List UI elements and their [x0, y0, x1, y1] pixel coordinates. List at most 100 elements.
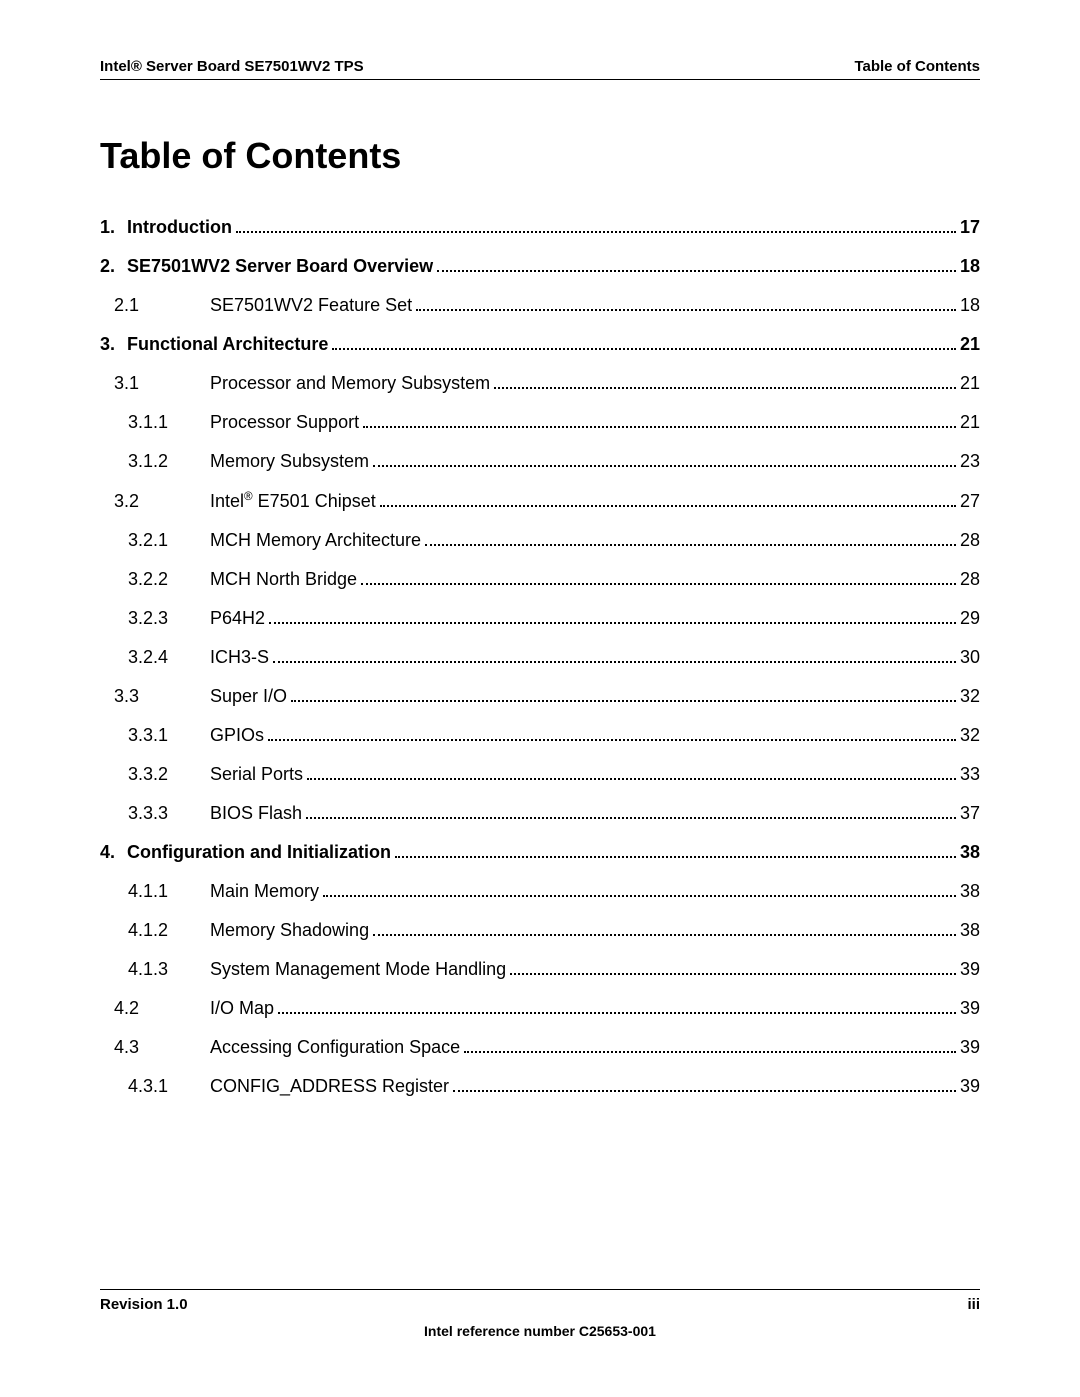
toc-entry: 3.3Super I/O 32 [100, 686, 980, 707]
page-title: Table of Contents [100, 135, 980, 177]
toc-leader-dots [425, 544, 956, 546]
toc-entry: 4. Configuration and Initialization 38 [100, 842, 980, 863]
toc-page: 21 [960, 373, 980, 394]
toc-title: ICH3-S [210, 647, 269, 668]
table-of-contents: 1. Introduction 17 2. SE7501WV2 Server Board… [100, 217, 980, 1097]
toc-title: CONFIG_ADDRESS Register [210, 1076, 449, 1097]
footer-page-number: iii [967, 1296, 980, 1313]
page-footer: Revision 1.0 iii Intel reference number … [100, 1289, 980, 1339]
toc-entry: 4.1.1Main Memory 38 [100, 881, 980, 902]
toc-number: 3. [100, 334, 115, 355]
footer-reference: Intel reference number C25653-001 [100, 1323, 980, 1339]
toc-number: 2. [100, 256, 115, 277]
toc-leader-dots [510, 973, 956, 975]
toc-entry: 3.3.3BIOS Flash 37 [100, 803, 980, 824]
toc-entry: 3.2.1MCH Memory Architecture28 [100, 530, 980, 551]
toc-leader-dots [332, 348, 956, 350]
toc-number: 3.3.1 [100, 725, 210, 746]
toc-leader-dots [416, 309, 956, 311]
toc-leader-dots [373, 465, 956, 467]
toc-title: Super I/O [210, 686, 287, 707]
toc-leader-dots [306, 817, 956, 819]
toc-page: 21 [960, 412, 980, 433]
toc-entry: 4.1.2Memory Shadowing38 [100, 920, 980, 941]
toc-page: 27 [960, 491, 980, 512]
toc-leader-dots [268, 739, 956, 741]
toc-entry: 4.1.3System Management Mode Handling 39 [100, 959, 980, 980]
toc-title: Accessing Configuration Space [210, 1037, 460, 1058]
toc-page: 37 [960, 803, 980, 824]
toc-leader-dots [361, 583, 956, 585]
toc-leader-dots [363, 426, 956, 428]
toc-leader-dots [307, 778, 956, 780]
toc-page: 38 [960, 920, 980, 941]
toc-page: 30 [960, 647, 980, 668]
toc-number: 3.1 [100, 373, 210, 394]
toc-page: 38 [960, 842, 980, 863]
toc-leader-dots [278, 1012, 956, 1014]
toc-page: 39 [960, 1037, 980, 1058]
toc-number: 3.2.2 [100, 569, 210, 590]
toc-page: 18 [960, 295, 980, 316]
toc-title: BIOS Flash [210, 803, 302, 824]
toc-page: 33 [960, 764, 980, 785]
toc-page: 39 [960, 1076, 980, 1097]
toc-leader-dots [395, 856, 956, 858]
toc-number: 4.1.2 [100, 920, 210, 941]
footer-line: Revision 1.0 iii [100, 1289, 980, 1313]
toc-number: 4.1.3 [100, 959, 210, 980]
toc-leader-dots [494, 387, 956, 389]
toc-leader-dots [323, 895, 956, 897]
toc-entry: 1. Introduction 17 [100, 217, 980, 238]
toc-page: 39 [960, 959, 980, 980]
toc-page: 28 [960, 569, 980, 590]
toc-title: System Management Mode Handling [210, 959, 506, 980]
toc-number: 3.3 [100, 686, 210, 707]
toc-title: I/O Map [210, 998, 274, 1019]
toc-entry: 4.3.1CONFIG_ADDRESS Register 39 [100, 1076, 980, 1097]
toc-leader-dots [453, 1090, 956, 1092]
toc-title: MCH North Bridge [210, 569, 357, 590]
toc-title: Main Memory [210, 881, 319, 902]
toc-page: 38 [960, 881, 980, 902]
toc-number: 4.3 [100, 1037, 210, 1058]
header-left: Intel® Server Board SE7501WV2 TPS [100, 58, 364, 75]
toc-title: Configuration and Initialization [127, 842, 391, 863]
toc-title: P64H2 [210, 608, 265, 629]
toc-title: SE7501WV2 Server Board Overview [127, 256, 433, 277]
toc-entry: 3.1.1Processor Support21 [100, 412, 980, 433]
toc-number: 4.3.1 [100, 1076, 210, 1097]
toc-entry: 3.1Processor and Memory Subsystem21 [100, 373, 980, 394]
toc-leader-dots [236, 231, 956, 233]
toc-page: 29 [960, 608, 980, 629]
toc-number: 2.1 [100, 295, 210, 316]
toc-entry: 2. SE7501WV2 Server Board Overview 18 [100, 256, 980, 277]
toc-title: Serial Ports [210, 764, 303, 785]
toc-page: 18 [960, 256, 980, 277]
toc-leader-dots [464, 1051, 956, 1053]
toc-entry: 3.1.2Memory Subsystem23 [100, 451, 980, 472]
toc-number: 4. [100, 842, 115, 863]
toc-number: 3.2 [100, 491, 210, 512]
toc-number: 1. [100, 217, 115, 238]
toc-number: 4.2 [100, 998, 210, 1019]
toc-title: SE7501WV2 Feature Set [210, 295, 412, 316]
toc-number: 3.3.3 [100, 803, 210, 824]
toc-page: 17 [960, 217, 980, 238]
toc-entry: 3.2Intel® E7501 Chipset 27 [100, 490, 980, 512]
toc-page: 32 [960, 725, 980, 746]
toc-page: 32 [960, 686, 980, 707]
toc-title: MCH Memory Architecture [210, 530, 421, 551]
toc-number: 4.1.1 [100, 881, 210, 902]
toc-entry: 3.Functional Architecture21 [100, 334, 980, 355]
toc-title: Introduction [127, 217, 232, 238]
header-right: Table of Contents [854, 58, 980, 75]
toc-page: 21 [960, 334, 980, 355]
footer-revision: Revision 1.0 [100, 1296, 188, 1313]
toc-entry: 4.2I/O Map39 [100, 998, 980, 1019]
toc-title: Processor Support [210, 412, 359, 433]
toc-title: Intel® E7501 Chipset [210, 490, 376, 512]
toc-leader-dots [269, 622, 956, 624]
toc-leader-dots [291, 700, 956, 702]
toc-leader-dots [437, 270, 956, 272]
